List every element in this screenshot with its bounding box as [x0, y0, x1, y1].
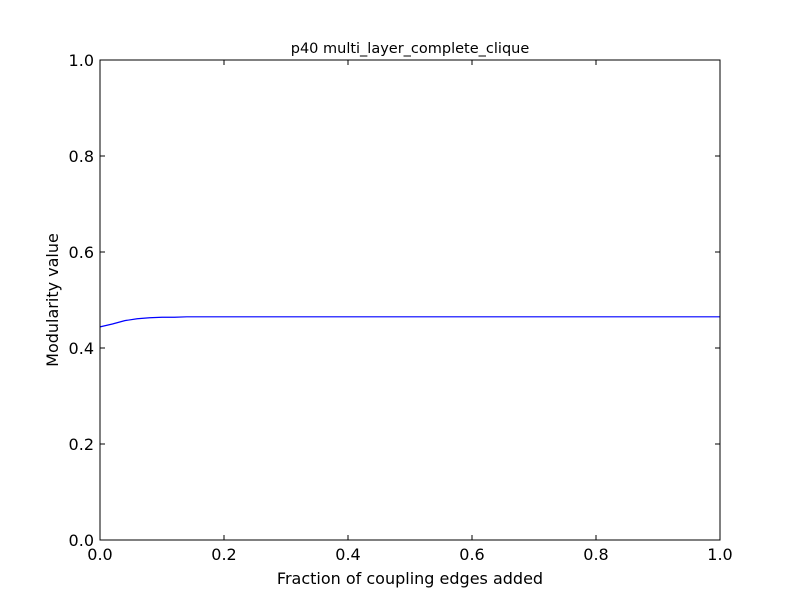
y-tick-label: 0.2	[69, 435, 94, 454]
x-tick-label: 1.0	[707, 545, 732, 564]
plot-area	[99, 316, 720, 328]
x-axis-label: Fraction of coupling edges added	[277, 569, 543, 588]
y-tick-label: 0.8	[69, 147, 94, 166]
x-tick-label: 0.2	[211, 545, 236, 564]
chart-title: p40 multi_layer_complete_clique	[291, 41, 530, 57]
series-line-0	[99, 316, 720, 328]
plot-frame	[99, 59, 721, 541]
x-tick-label: 0.8	[583, 545, 608, 564]
x-tick-label: 0.0	[87, 545, 112, 564]
y-tick-label: 0.0	[69, 531, 94, 550]
y-tick-label: 0.6	[69, 243, 94, 262]
axis-ticks: 0.0 0.2 0.4 0.6 0.8 1.0 0.0 0.2 0.4 0.6 0.8 1.0	[69, 51, 733, 564]
y-tick-label: 0.4	[69, 339, 94, 358]
x-tick-label: 0.6	[459, 545, 484, 564]
y-tick-label: 1.0	[69, 51, 94, 70]
y-axis-label: Modularity value	[43, 233, 62, 367]
x-tick-label: 0.4	[335, 545, 360, 564]
